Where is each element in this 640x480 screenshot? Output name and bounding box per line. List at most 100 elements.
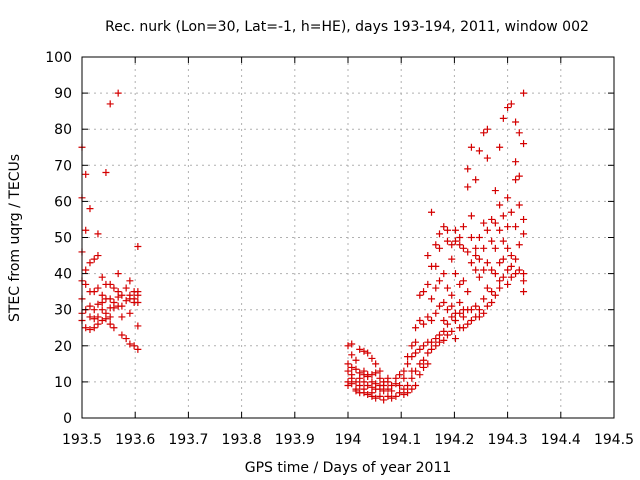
data-point bbox=[344, 342, 352, 350]
data-point bbox=[491, 270, 499, 278]
data-point bbox=[420, 363, 428, 371]
data-point bbox=[118, 291, 126, 299]
data-point bbox=[118, 302, 126, 310]
data-point bbox=[515, 201, 523, 209]
data-point bbox=[424, 280, 432, 288]
data-point bbox=[90, 306, 98, 314]
x-axis-label: GPS time / Days of year 2011 bbox=[245, 460, 452, 476]
data-point bbox=[448, 241, 456, 249]
data-point bbox=[94, 284, 102, 292]
data-point bbox=[86, 302, 94, 310]
data-point bbox=[412, 349, 420, 357]
data-point bbox=[483, 259, 491, 267]
y-tick-label: 70 bbox=[54, 158, 72, 174]
data-point bbox=[467, 306, 475, 314]
data-point bbox=[480, 295, 488, 303]
data-point bbox=[504, 223, 512, 231]
data-point bbox=[356, 345, 364, 353]
data-point bbox=[118, 331, 126, 339]
data-point bbox=[499, 273, 507, 281]
data-point bbox=[464, 288, 472, 296]
data-point bbox=[459, 324, 467, 332]
data-point bbox=[440, 223, 448, 231]
data-point bbox=[348, 363, 356, 371]
data-point bbox=[376, 374, 384, 382]
data-point bbox=[440, 327, 448, 335]
data-point bbox=[512, 158, 520, 166]
data-point bbox=[368, 371, 376, 379]
x-tick-label: 193.8 bbox=[222, 432, 262, 448]
data-point bbox=[504, 194, 512, 202]
data-point bbox=[122, 335, 130, 343]
data-point bbox=[491, 291, 499, 299]
data-point bbox=[412, 382, 420, 390]
data-point bbox=[480, 129, 488, 137]
data-point bbox=[472, 176, 480, 184]
data-point bbox=[448, 313, 456, 321]
data-point bbox=[467, 212, 475, 220]
data-point bbox=[90, 255, 98, 263]
data-point bbox=[86, 326, 94, 334]
data-point bbox=[520, 288, 528, 296]
data-point bbox=[467, 317, 475, 325]
data-point bbox=[512, 255, 520, 263]
data-point bbox=[451, 237, 459, 245]
data-point bbox=[456, 280, 464, 288]
data-point bbox=[98, 273, 106, 281]
data-point bbox=[388, 387, 396, 395]
data-point bbox=[504, 280, 512, 288]
data-point bbox=[504, 244, 512, 252]
data-point bbox=[380, 387, 388, 395]
data-point bbox=[507, 100, 515, 108]
data-point bbox=[459, 277, 467, 285]
data-point bbox=[512, 223, 520, 231]
y-tick-label: 30 bbox=[54, 303, 72, 319]
data-point bbox=[451, 335, 459, 343]
data-point bbox=[102, 169, 110, 177]
data-point bbox=[368, 354, 376, 362]
data-point bbox=[515, 129, 523, 137]
data-point bbox=[436, 244, 444, 252]
data-point bbox=[432, 284, 440, 292]
data-point bbox=[420, 320, 428, 328]
x-tick-label: 194 bbox=[335, 432, 362, 448]
data-point bbox=[106, 313, 114, 321]
data-point bbox=[352, 378, 360, 386]
data-point bbox=[412, 338, 420, 346]
data-point bbox=[475, 313, 483, 321]
data-point bbox=[424, 349, 432, 357]
y-tick-label: 60 bbox=[54, 194, 72, 210]
data-point bbox=[364, 349, 372, 357]
data-point bbox=[459, 223, 467, 231]
data-point bbox=[440, 298, 448, 306]
data-point bbox=[384, 392, 392, 400]
data-point bbox=[82, 280, 90, 288]
data-point bbox=[352, 365, 360, 373]
data-point bbox=[512, 270, 520, 278]
data-point bbox=[408, 353, 416, 361]
data-point bbox=[480, 266, 488, 274]
data-point bbox=[488, 298, 496, 306]
data-point bbox=[491, 219, 499, 227]
data-point bbox=[94, 313, 102, 321]
data-point bbox=[436, 338, 444, 346]
data-point bbox=[472, 302, 480, 310]
data-point bbox=[404, 382, 412, 390]
data-point bbox=[126, 340, 134, 348]
data-point bbox=[110, 284, 118, 292]
data-point bbox=[384, 378, 392, 386]
data-point bbox=[443, 284, 451, 292]
data-point bbox=[443, 306, 451, 314]
data-point bbox=[412, 324, 420, 332]
data-point bbox=[122, 297, 130, 305]
data-point bbox=[440, 317, 448, 325]
data-point bbox=[404, 360, 412, 368]
data-point bbox=[520, 89, 528, 97]
data-point bbox=[483, 125, 491, 133]
y-tick-label: 20 bbox=[54, 339, 72, 355]
data-point bbox=[82, 266, 90, 274]
data-point bbox=[384, 385, 392, 393]
data-point bbox=[360, 378, 368, 386]
data-point bbox=[512, 118, 520, 126]
data-point bbox=[134, 243, 142, 251]
